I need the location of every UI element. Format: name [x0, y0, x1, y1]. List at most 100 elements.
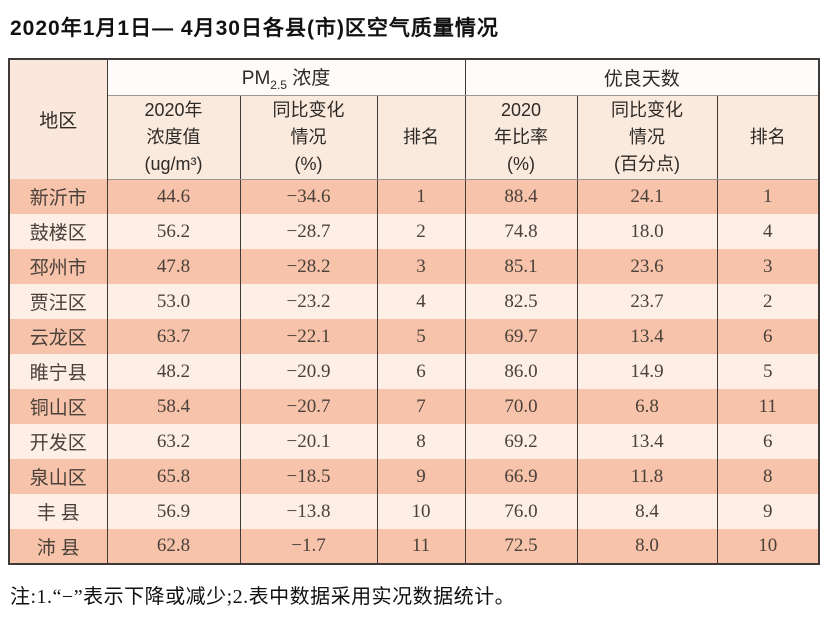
table-row: 邳州市 47.8 −28.2 3 85.1 23.6 3 [8, 249, 820, 284]
col-header-good-rate: 2020 年比率 (%) [464, 95, 578, 180]
pm-rank-cell: 2 [376, 214, 466, 249]
good-change-cell: 14.9 [576, 354, 718, 389]
table-row: 鼓楼区 56.2 −28.7 2 74.8 18.0 4 [8, 214, 820, 249]
good-rate-cell: 66.9 [464, 459, 578, 494]
good-change-cell: 6.8 [576, 389, 718, 424]
good-rate-cell: 72.5 [464, 529, 578, 564]
table-body: 新沂市 44.6 −34.6 1 88.4 24.1 1 鼓楼区 56.2 −2… [8, 179, 820, 564]
pm-change-cell: −18.5 [239, 459, 378, 494]
table-row: 云龙区 63.7 −22.1 5 69.7 13.4 6 [8, 319, 820, 354]
region-cell: 邳州市 [8, 249, 108, 284]
good-rank-cell: 6 [716, 319, 820, 354]
good-rank-cell: 3 [716, 249, 820, 284]
good-rate-cell: 74.8 [464, 214, 578, 249]
pm-rank-cell: 1 [376, 179, 466, 214]
good-rate-cell: 85.1 [464, 249, 578, 284]
pm-change-cell: −20.9 [239, 354, 378, 389]
good-change-cell: 23.7 [576, 284, 718, 319]
page-title: 2020年1月1日— 4月30日各县(市)区空气质量情况 [10, 17, 499, 40]
pm-rank-cell: 7 [376, 389, 466, 424]
good-rank-cell: 4 [716, 214, 820, 249]
region-cell: 丰 县 [8, 494, 108, 529]
air-quality-table: 地区 PM2.5 浓度 优良天数 2020年 浓度值 (ug/m³) 同比变化 … [8, 58, 821, 565]
pm-rank-cell: 6 [376, 354, 466, 389]
region-cell: 贾汪区 [8, 284, 108, 319]
col-group-good-days: 优良天数 [464, 59, 820, 96]
table-row: 贾汪区 53.0 −23.2 4 82.5 23.7 2 [8, 284, 820, 319]
pm-rank-cell: 9 [376, 459, 466, 494]
good-change-cell: 24.1 [576, 179, 718, 214]
good-change-cell: 11.8 [576, 459, 718, 494]
good-rate-cell: 69.2 [464, 424, 578, 459]
region-cell: 云龙区 [8, 319, 108, 354]
table-header: 地区 PM2.5 浓度 优良天数 2020年 浓度值 (ug/m³) 同比变化 … [8, 59, 820, 180]
region-cell: 鼓楼区 [8, 214, 108, 249]
good-rate-cell: 82.5 [464, 284, 578, 319]
col-header-pm-value: 2020年 浓度值 (ug/m³) [106, 95, 241, 180]
table-row: 丰 县 56.9 −13.8 10 76.0 8.4 9 [8, 494, 820, 529]
footnote: 注:1.“−”表示下降或减少;2.表中数据采用实况数据统计。 [10, 586, 516, 608]
pm-value-cell: 47.8 [106, 249, 241, 284]
pm-change-cell: −28.7 [239, 214, 378, 249]
good-rate-cell: 69.7 [464, 319, 578, 354]
pm-change-cell: −22.1 [239, 319, 378, 354]
good-change-cell: 8.4 [576, 494, 718, 529]
pm-value-cell: 56.2 [106, 214, 241, 249]
region-cell: 睢宁县 [8, 354, 108, 389]
table-row: 睢宁县 48.2 −20.9 6 86.0 14.9 5 [8, 354, 820, 389]
good-change-cell: 18.0 [576, 214, 718, 249]
good-rate-cell: 70.0 [464, 389, 578, 424]
pm-rank-cell: 4 [376, 284, 466, 319]
pm-rank-cell: 8 [376, 424, 466, 459]
good-rank-cell: 1 [716, 179, 820, 214]
region-cell: 泉山区 [8, 459, 108, 494]
col-header-good-rank: 排名 [716, 95, 820, 180]
good-rank-cell: 6 [716, 424, 820, 459]
pm-change-cell: −34.6 [239, 179, 378, 214]
pm-change-cell: −20.1 [239, 424, 378, 459]
pm-value-cell: 56.9 [106, 494, 241, 529]
good-rank-cell: 11 [716, 389, 820, 424]
region-cell: 沛 县 [8, 529, 108, 564]
table-row: 沛 县 62.8 −1.7 11 72.5 8.0 10 [8, 529, 820, 564]
region-cell: 开发区 [8, 424, 108, 459]
good-rank-cell: 10 [716, 529, 820, 564]
pm-value-cell: 62.8 [106, 529, 241, 564]
good-rank-cell: 9 [716, 494, 820, 529]
good-change-cell: 23.6 [576, 249, 718, 284]
good-rank-cell: 2 [716, 284, 820, 319]
pm-change-cell: −23.2 [239, 284, 378, 319]
pm-rank-cell: 11 [376, 529, 466, 564]
table-row: 泉山区 65.8 −18.5 9 66.9 11.8 8 [8, 459, 820, 494]
good-rank-cell: 8 [716, 459, 820, 494]
pm-value-cell: 53.0 [106, 284, 241, 319]
table-row: 铜山区 58.4 −20.7 7 70.0 6.8 11 [8, 389, 820, 424]
pm25-subscript: 2.5 [270, 77, 287, 92]
col-header-region: 地区 [8, 59, 108, 179]
good-change-cell: 8.0 [576, 529, 718, 564]
good-change-cell: 13.4 [576, 424, 718, 459]
col-header-pm-change: 同比变化 情况 (%) [239, 95, 378, 180]
col-header-pm-rank: 排名 [376, 95, 466, 180]
pm-rank-cell: 5 [376, 319, 466, 354]
good-rate-cell: 76.0 [464, 494, 578, 529]
pm-value-cell: 44.6 [106, 179, 241, 214]
table-row: 开发区 63.2 −20.1 8 69.2 13.4 6 [8, 424, 820, 459]
col-group-pm25: PM2.5 浓度 [106, 59, 466, 96]
pm-value-cell: 65.8 [106, 459, 241, 494]
pm-change-cell: −13.8 [239, 494, 378, 529]
pm-change-cell: −20.7 [239, 389, 378, 424]
pm-change-cell: −1.7 [239, 529, 378, 564]
pm-value-cell: 63.7 [106, 319, 241, 354]
good-rate-cell: 86.0 [464, 354, 578, 389]
good-rate-cell: 88.4 [464, 179, 578, 214]
pm-value-cell: 63.2 [106, 424, 241, 459]
pm-value-cell: 58.4 [106, 389, 241, 424]
pm-rank-cell: 3 [376, 249, 466, 284]
pm-rank-cell: 10 [376, 494, 466, 529]
good-change-cell: 13.4 [576, 319, 718, 354]
good-rank-cell: 5 [716, 354, 820, 389]
pm-value-cell: 48.2 [106, 354, 241, 389]
table-row: 新沂市 44.6 −34.6 1 88.4 24.1 1 [8, 179, 820, 214]
